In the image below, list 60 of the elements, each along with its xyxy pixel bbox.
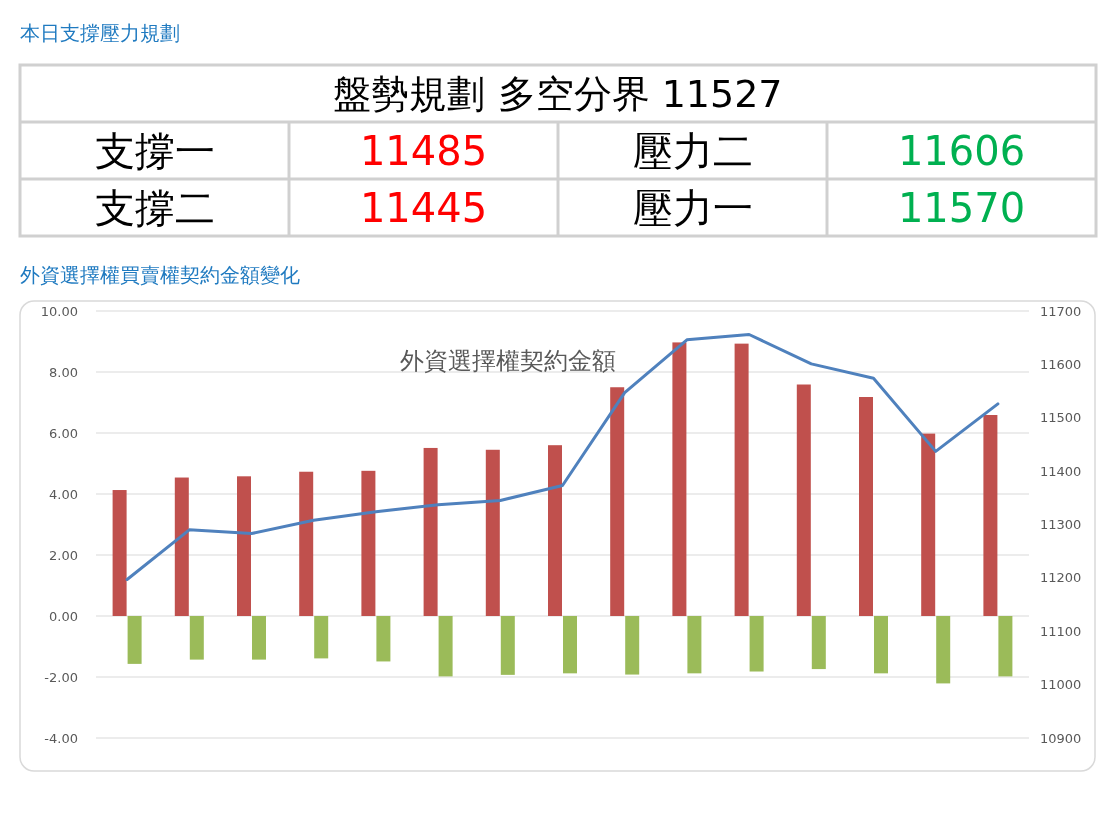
bar xyxy=(874,616,888,674)
line-series xyxy=(125,332,1000,581)
bar xyxy=(921,433,936,616)
bar xyxy=(548,445,562,616)
bar xyxy=(485,449,500,616)
y2-tick-label: 11700 xyxy=(1040,303,1082,319)
bar xyxy=(936,616,951,684)
bar xyxy=(314,616,329,659)
text: 壓力二 xyxy=(632,127,753,174)
bar xyxy=(811,616,826,670)
bar xyxy=(361,470,376,616)
bar xyxy=(625,616,640,675)
y-tick-label: 6.00 xyxy=(49,425,78,441)
bar xyxy=(189,616,204,660)
bar xyxy=(610,387,625,616)
y-tick-label: 2.00 xyxy=(49,547,78,563)
y-tick-label: 4.00 xyxy=(49,486,78,502)
bar xyxy=(672,342,687,616)
y-tick-label: -4.00 xyxy=(44,730,78,746)
text: 11570 xyxy=(897,184,1026,231)
bar xyxy=(252,616,266,660)
text: 11606 xyxy=(897,127,1026,174)
bar xyxy=(127,616,142,664)
bar xyxy=(687,616,702,674)
y2-tick-label: 11100 xyxy=(1040,623,1082,639)
bar xyxy=(438,616,453,677)
text: 盤勢規劃 多空分界 11527 xyxy=(333,71,783,116)
text: 外資選擇權契約金額 xyxy=(400,347,616,375)
bar xyxy=(859,397,873,616)
bar xyxy=(749,616,764,672)
bar xyxy=(423,447,438,616)
y2-tick-label: 10900 xyxy=(1040,730,1082,746)
bar xyxy=(174,477,189,616)
y-tick-label: 0.00 xyxy=(49,608,78,624)
y2-tick-label: 11300 xyxy=(1040,517,1082,532)
bar xyxy=(983,415,998,616)
bar xyxy=(734,343,749,616)
bar xyxy=(998,616,1013,677)
y-tick-label: 8.00 xyxy=(49,364,78,380)
text: 本日支撐壓力規劃 xyxy=(20,21,180,45)
bar xyxy=(112,490,127,616)
text: 11485 xyxy=(359,127,488,174)
y2-tick-label: 11500 xyxy=(1040,410,1082,426)
text: 支撐一 xyxy=(94,127,215,174)
chart-title: 外資選擇權買賣權契約金額變化 xyxy=(20,263,300,287)
y-tick-label: 10.00 xyxy=(40,303,78,319)
bar xyxy=(500,616,515,675)
bar xyxy=(237,476,251,616)
y-tick-label: -2.00 xyxy=(44,669,78,685)
text: 壓力一 xyxy=(632,184,753,231)
bar xyxy=(563,616,577,674)
bar xyxy=(796,384,811,616)
y2-tick-label: 11200 xyxy=(1040,570,1082,586)
y2-tick-label: 11600 xyxy=(1040,356,1082,372)
text: 11445 xyxy=(359,184,488,231)
text: 支撐二 xyxy=(94,184,215,231)
bar xyxy=(299,471,314,616)
bar xyxy=(376,616,391,662)
y2-tick-label: 11000 xyxy=(1040,677,1082,693)
y2-tick-label: 11400 xyxy=(1040,463,1082,479)
